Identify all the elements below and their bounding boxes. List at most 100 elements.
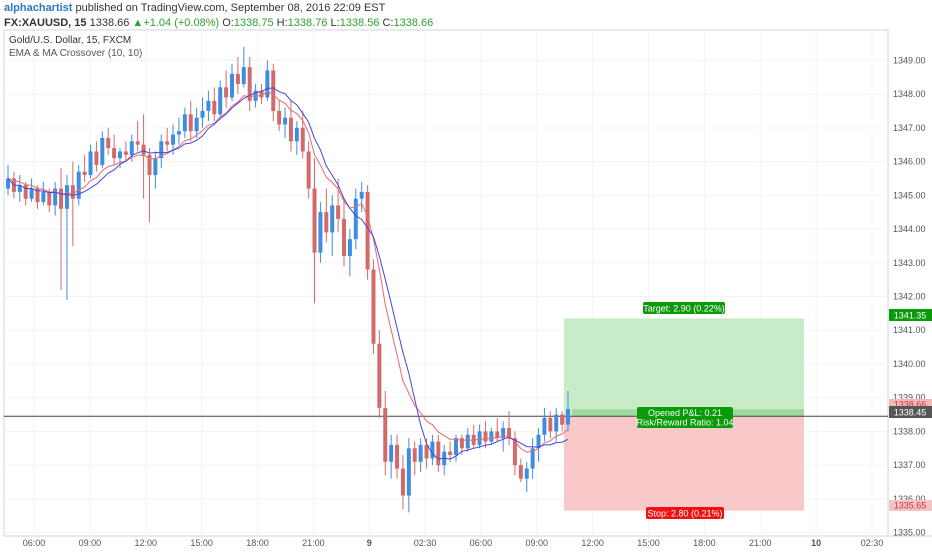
candle-body (182, 114, 187, 132)
symbol-header: FX:XAUUSD, 15 1338.66 ▲+1.04 (+0.08%) O:… (4, 17, 433, 29)
candle-body (224, 87, 229, 98)
y-tick-label: 1339.00 (893, 393, 926, 403)
candle-body (218, 87, 223, 115)
risk-reward-label: Risk/Reward Ratio: 1.04 (636, 418, 733, 428)
up-arrow-icon: ▲ (132, 17, 144, 29)
ema-line (7, 90, 569, 453)
candle-body (306, 151, 311, 189)
candle-body (518, 465, 523, 479)
open-value: 1338.75 (233, 17, 274, 29)
indicator-title: EMA & MA Crossover (10, 10) (9, 48, 142, 59)
y-tick-label: 1341.00 (893, 325, 926, 335)
stop-label-box (646, 507, 724, 519)
candle-body (330, 205, 335, 233)
candle-body (247, 67, 252, 101)
cross-price-text: 1338.45 (894, 408, 927, 418)
high-value: 1338.76 (287, 17, 328, 29)
y-tick-label: 1338.00 (893, 426, 926, 436)
y-tick-label: 1345.00 (893, 190, 926, 200)
change-value: +1.04 (+0.08%) (143, 17, 220, 29)
x-tick-label: 18:00 (693, 538, 716, 548)
candle-body (76, 171, 81, 199)
candle-body (153, 158, 158, 176)
x-tick-label: 12:00 (134, 538, 157, 548)
candle-body (241, 67, 246, 84)
candle-body (400, 468, 405, 496)
x-tick-label: 21:00 (749, 538, 772, 548)
candle-body (82, 171, 87, 176)
candle-body (554, 414, 559, 432)
candle-body (512, 438, 517, 466)
candle-body (106, 137, 111, 149)
candle-body (560, 414, 565, 425)
candle-body (70, 185, 75, 199)
x-tick-label: 02:30 (414, 538, 437, 548)
y-tick-label: 1346.00 (893, 157, 926, 167)
cross-price-tag (889, 406, 932, 418)
published-text: published on TradingView.com, September … (75, 2, 386, 14)
x-tick-label: 02:30 (861, 538, 884, 548)
candle-body (300, 127, 305, 152)
x-tick-label: 15:00 (190, 538, 213, 548)
y-tick-label: 1347.00 (893, 123, 926, 133)
candle-body (566, 409, 570, 425)
candle-body (200, 110, 205, 118)
x-tick-label: 12:00 (581, 538, 604, 548)
candle-body (548, 417, 553, 432)
high-label: H: (276, 17, 288, 29)
candle-body (542, 417, 547, 435)
candle-body (495, 431, 500, 439)
candle-body (147, 154, 152, 176)
candle-body (230, 73, 234, 98)
x-tick-label: 21:00 (302, 538, 325, 548)
candle-body (23, 185, 28, 199)
candle-body (418, 444, 423, 462)
author-link[interactable]: alphachartist (4, 2, 73, 14)
close-label: C: (382, 17, 394, 29)
candle-body (259, 90, 264, 98)
target-price-tag (889, 309, 932, 321)
candle-body (359, 191, 364, 199)
target-zone (564, 318, 804, 417)
candle-body (159, 141, 164, 159)
candle-body (489, 431, 494, 442)
candle-body (176, 131, 181, 135)
candle-body (35, 188, 40, 203)
candle-body (53, 188, 58, 206)
candle-body (324, 212, 329, 233)
candle-body (524, 468, 529, 479)
candle-body (371, 269, 376, 344)
candle-body (483, 431, 488, 442)
candle-body (129, 141, 134, 155)
candle-body (465, 434, 470, 449)
candle-body (288, 117, 293, 142)
target-label: Target: 2.90 (0.22%) (643, 304, 725, 314)
x-tick-label: 06:00 (23, 538, 46, 548)
candle-body (94, 151, 99, 165)
low-value: 1338.56 (339, 17, 380, 29)
candle-body (406, 448, 411, 496)
target-price-text: 1341.35 (894, 311, 927, 321)
time-axis: 06:00 09:00 12:00 15:00 18:00 21:00 9 02:30 06:0… (23, 538, 884, 548)
symbol-label: FX:XAUUSD, 15 (4, 17, 87, 29)
stop-price-tag (889, 500, 932, 511)
candle-body (194, 117, 199, 132)
candle-body (424, 444, 429, 459)
candle-body (412, 448, 417, 462)
candle-body (365, 191, 370, 270)
series-title: Gold/U.S. Dollar, 15, FXCM (9, 35, 131, 46)
last-price-tag (889, 399, 932, 410)
candle-body (100, 137, 105, 165)
candle-body (530, 448, 535, 469)
candle-body (29, 188, 34, 199)
close-value: 1338.66 (393, 17, 434, 29)
candle-body (47, 191, 52, 206)
candle-body (507, 428, 512, 439)
candle-body (477, 431, 482, 445)
x-tick-label: 09:00 (79, 538, 102, 548)
x-tick-label: 9 (367, 538, 372, 548)
candle-body (436, 441, 441, 466)
candle-body (118, 151, 122, 159)
